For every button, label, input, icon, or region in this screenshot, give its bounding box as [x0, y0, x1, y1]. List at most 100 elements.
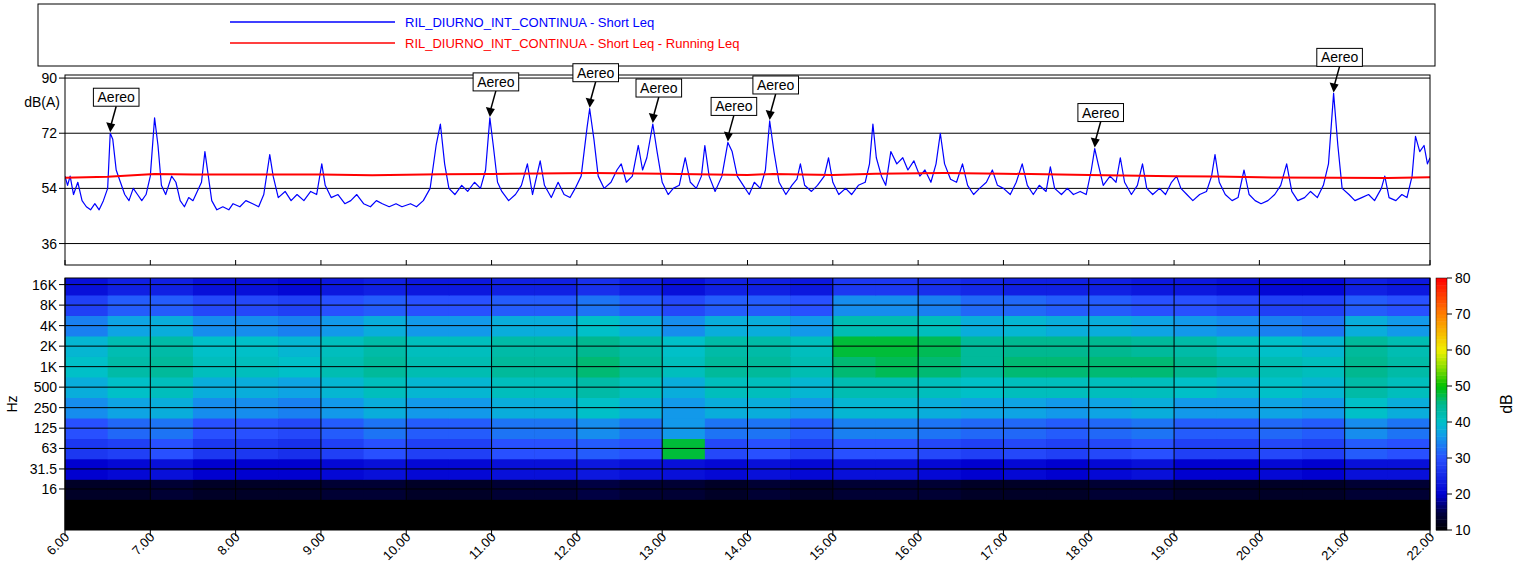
colorbar-step: [1436, 350, 1447, 354]
y-tick: [59, 448, 65, 449]
colorbar-step: [1436, 310, 1447, 314]
colorbar-step: [1436, 336, 1447, 340]
annotation-arrow: [491, 91, 496, 109]
plot-marks: [65, 93, 1430, 209]
y-tick: [59, 325, 65, 326]
colorbar-step: [1436, 372, 1447, 376]
colorbar-title: dB: [1498, 394, 1515, 414]
colorbar-step: [1436, 462, 1447, 466]
annotation-arrow: [1096, 122, 1101, 140]
y-tick-label: 72: [41, 125, 57, 141]
colorbar-tick: [1447, 278, 1452, 279]
x-tick: [662, 260, 663, 265]
series-line: [65, 173, 1430, 178]
heatmap-cell: [705, 278, 748, 295]
heatmap-cell: [449, 278, 492, 295]
colorbar-tick: [1447, 458, 1452, 459]
colorbar-step: [1436, 519, 1447, 523]
x-tick-label: 12.00: [550, 530, 584, 564]
grid-line: [65, 78, 1430, 79]
colorbar-step: [1436, 447, 1447, 451]
colorbar-step: [1436, 487, 1447, 491]
heatmap-cell: [193, 278, 236, 295]
plot-background: [65, 75, 1430, 265]
colorbar-step: [1436, 325, 1447, 329]
legend-box: [38, 4, 1435, 66]
annotation-arrowhead: [649, 113, 658, 123]
x-tick-label: 9.00: [300, 530, 329, 559]
y-tick: [59, 78, 65, 79]
x-tick-label: 10.00: [380, 530, 414, 564]
y-tick: [59, 188, 65, 189]
heatmap-cell: [492, 278, 535, 295]
heatmap-cell: [748, 278, 791, 295]
heatmap-cell: [1174, 278, 1217, 295]
annotation-arrow: [111, 106, 116, 124]
legend-label: RIL_DIURNO_INT_CONTINUA - Short Leq - Ru…: [405, 36, 740, 51]
grid-line: [65, 133, 1430, 134]
grid-line: [576, 278, 577, 530]
colorbar-step: [1436, 400, 1447, 404]
colorbar-step: [1436, 379, 1447, 383]
colorbar-step: [1436, 408, 1447, 412]
colorbar-step: [1436, 429, 1447, 433]
grid-line: [1174, 278, 1175, 530]
colorbar-step: [1436, 494, 1447, 498]
annotation-box: [1078, 104, 1124, 122]
annotation-arrowhead: [724, 131, 733, 141]
x-tick-label: 17.00: [977, 530, 1011, 564]
annotation-box: [473, 73, 519, 91]
plot-frame: [65, 278, 1430, 530]
colorbar-step: [1436, 292, 1447, 296]
grid-line: [65, 243, 1430, 244]
y-tick: [59, 407, 65, 408]
plot-frame: [65, 75, 1430, 265]
grid-line: [918, 278, 919, 530]
x-tick: [1003, 260, 1004, 265]
colorbar-step: [1436, 501, 1447, 505]
heatmap-cell: [1217, 278, 1260, 295]
annotation-label: Aereo: [98, 89, 136, 105]
colorbar-step: [1436, 469, 1447, 473]
x-tick-label: 16.00: [892, 530, 926, 564]
annotation-arrowhead: [1330, 82, 1339, 92]
annotation-box: [1317, 48, 1363, 66]
colorbar-tick: [1447, 494, 1452, 495]
heatmap-cell: [1345, 278, 1388, 295]
colorbar-step: [1436, 278, 1447, 282]
x-tick: [491, 260, 492, 265]
y-tick-label: 2K: [40, 338, 58, 354]
annotation-arrow: [591, 82, 596, 100]
heatmap-cell: [1259, 278, 1302, 295]
heatmap-cell: [236, 278, 279, 295]
x-tick-label: 20.00: [1233, 530, 1267, 564]
x-tick: [65, 260, 66, 265]
heatmap-cell: [1089, 278, 1132, 295]
colorbar-step: [1436, 386, 1447, 390]
annotation-arrow: [1335, 66, 1340, 84]
colorbar-step: [1436, 382, 1447, 386]
colorbar-step: [1436, 505, 1447, 509]
heatmap-cell: [1046, 278, 1089, 295]
y-tick: [59, 387, 65, 388]
heatmap-cell: [662, 278, 705, 295]
colorbar-tick-label: 20: [1455, 486, 1471, 502]
colorbar-tick-label: 30: [1455, 450, 1471, 466]
annotation-label: Aereo: [477, 74, 515, 90]
x-tick: [1344, 260, 1345, 265]
heatmap-cell: [875, 278, 918, 295]
series-line: [65, 93, 1430, 209]
colorbar-tick: [1447, 314, 1452, 315]
colorbar-tick: [1447, 386, 1452, 387]
grid-line: [150, 278, 151, 530]
heatmap-background: [65, 278, 1430, 530]
y-tick: [59, 488, 65, 489]
colorbar-tick-label: 80: [1455, 270, 1471, 286]
colorbar-tick: [1447, 530, 1452, 531]
colorbar-step: [1436, 415, 1447, 419]
annotation-arrow: [729, 115, 734, 133]
grid-line: [491, 278, 492, 530]
heatmap-cell: [321, 278, 364, 295]
x-tick-label: 6.00: [44, 530, 73, 559]
y-tick-label: 250: [34, 400, 58, 416]
